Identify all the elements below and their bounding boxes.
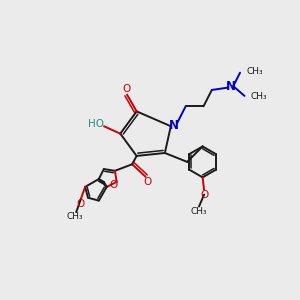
Text: N: N	[226, 80, 236, 93]
Text: O: O	[109, 180, 117, 190]
Text: HO: HO	[88, 119, 104, 129]
Text: CH₃: CH₃	[246, 67, 262, 76]
Text: O: O	[200, 190, 208, 200]
Text: N: N	[169, 119, 179, 132]
Text: CH₃: CH₃	[250, 92, 267, 101]
Text: CH₃: CH₃	[191, 207, 207, 216]
Text: O: O	[143, 176, 151, 187]
Text: O: O	[76, 199, 84, 209]
Text: CH₃: CH₃	[67, 212, 83, 221]
Text: O: O	[122, 84, 130, 94]
